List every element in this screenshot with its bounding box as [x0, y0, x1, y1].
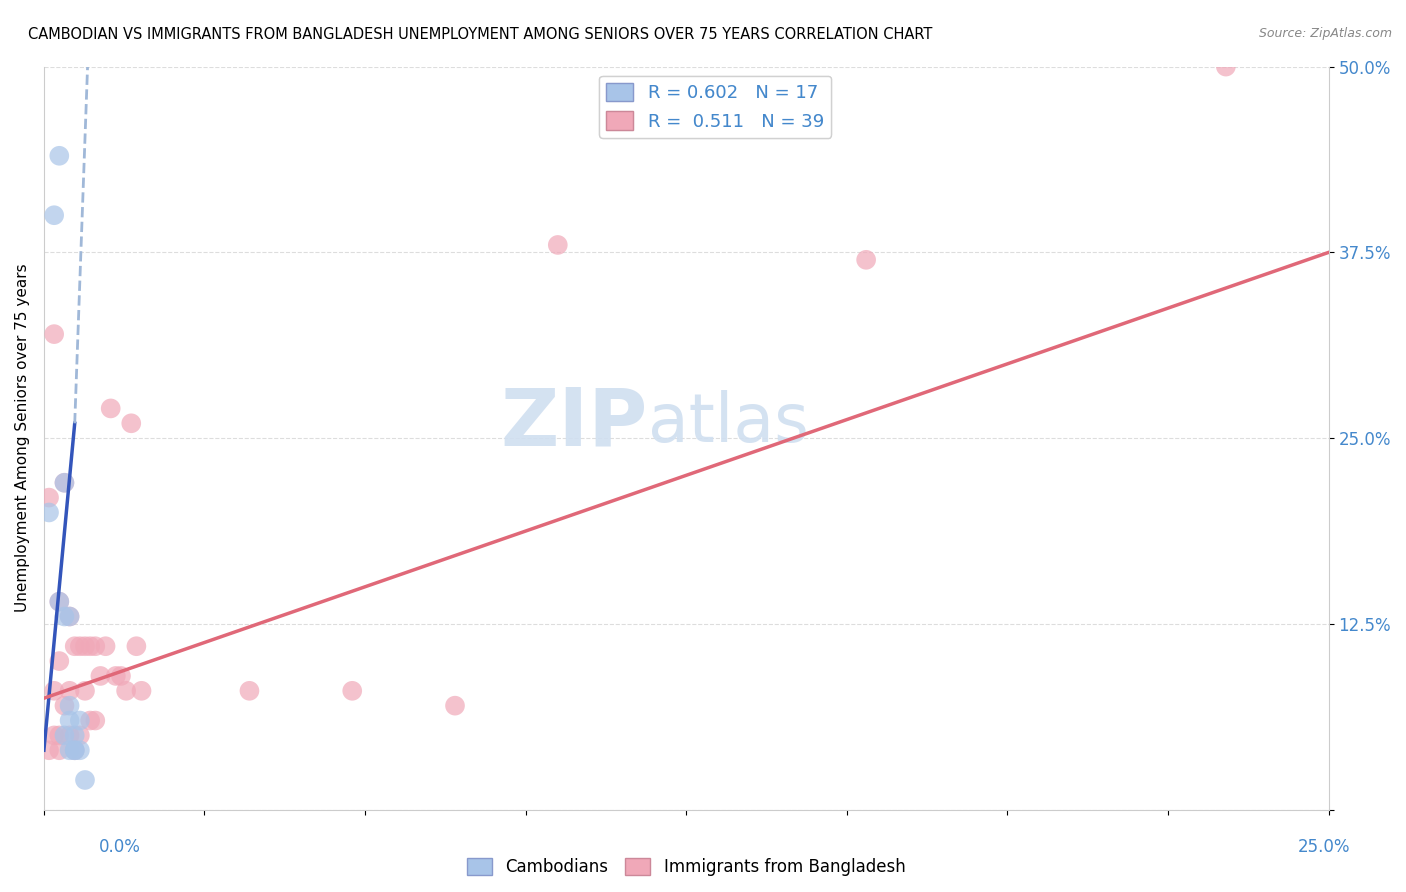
- Point: [94, 639, 117, 653]
- Text: ZIP: ZIP: [501, 384, 648, 462]
- Text: Source: ZipAtlas.com: Source: ZipAtlas.com: [1258, 27, 1392, 40]
- Point: [44, 728, 66, 742]
- Point: [44, 208, 66, 222]
- Point: [58, 698, 80, 713]
- Text: 0.0%: 0.0%: [98, 838, 141, 856]
- Point: [84, 714, 107, 728]
- Point: [89, 669, 111, 683]
- Point: [63, 639, 86, 653]
- Point: [58, 714, 80, 728]
- Point: [79, 714, 101, 728]
- Point: [100, 401, 122, 416]
- Point: [110, 669, 132, 683]
- Point: [63, 743, 86, 757]
- Point: [115, 683, 138, 698]
- Point: [69, 714, 91, 728]
- Point: [69, 743, 91, 757]
- Point: [73, 639, 96, 653]
- Point: [131, 683, 153, 698]
- Point: [79, 639, 101, 653]
- Point: [58, 728, 80, 742]
- Point: [58, 609, 80, 624]
- Point: [73, 772, 96, 787]
- Point: [58, 683, 80, 698]
- Y-axis label: Unemployment Among Seniors over 75 years: Unemployment Among Seniors over 75 years: [15, 264, 30, 613]
- Point: [48, 149, 70, 163]
- Point: [48, 654, 70, 668]
- Point: [44, 683, 66, 698]
- Point: [444, 698, 467, 713]
- Point: [125, 639, 148, 653]
- Point: [48, 594, 70, 608]
- Text: atlas: atlas: [648, 391, 808, 457]
- Point: [238, 683, 260, 698]
- Text: CAMBODIAN VS IMMIGRANTS FROM BANGLADESH UNEMPLOYMENT AMONG SENIORS OVER 75 YEARS: CAMBODIAN VS IMMIGRANTS FROM BANGLADESH …: [28, 27, 932, 42]
- Point: [63, 728, 86, 742]
- Point: [53, 728, 76, 742]
- Point: [120, 417, 142, 431]
- Point: [58, 743, 80, 757]
- Point: [44, 327, 66, 342]
- Legend: R = 0.602   N = 17, R =  0.511   N = 39: R = 0.602 N = 17, R = 0.511 N = 39: [599, 76, 831, 137]
- Point: [69, 639, 91, 653]
- Point: [63, 743, 86, 757]
- Point: [38, 506, 60, 520]
- Point: [48, 728, 70, 742]
- Point: [38, 743, 60, 757]
- Point: [1215, 60, 1237, 74]
- Point: [342, 683, 364, 698]
- Point: [84, 639, 107, 653]
- Point: [855, 252, 877, 267]
- Point: [69, 728, 91, 742]
- Point: [48, 594, 70, 608]
- Point: [48, 743, 70, 757]
- Point: [53, 698, 76, 713]
- Text: 25.0%: 25.0%: [1298, 838, 1350, 856]
- Point: [53, 475, 76, 490]
- Point: [104, 669, 127, 683]
- Point: [38, 491, 60, 505]
- Point: [53, 609, 76, 624]
- Point: [63, 743, 86, 757]
- Point: [53, 475, 76, 490]
- Point: [58, 609, 80, 624]
- Point: [73, 683, 96, 698]
- Point: [547, 238, 569, 252]
